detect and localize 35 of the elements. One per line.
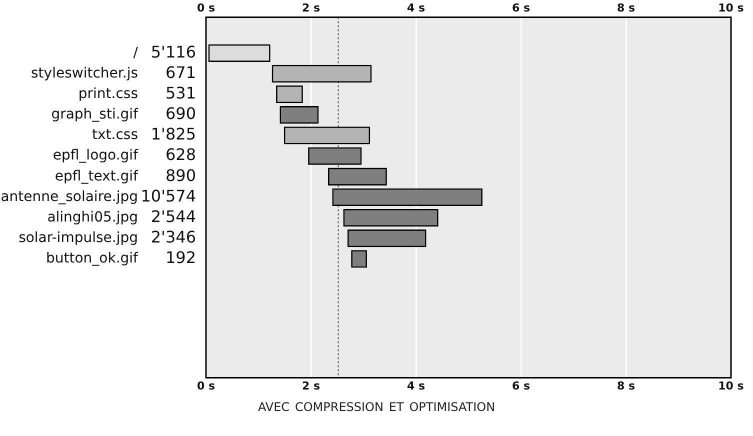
y-tick-label: epfl_text.gif (54, 168, 140, 184)
text: 6 s (512, 379, 530, 392)
text: 2'544 (150, 206, 196, 226)
x-tick-label: 6 s (512, 1, 530, 14)
text: 531 (165, 83, 196, 102)
text: 690 (165, 104, 196, 124)
x-tick-label: 2 s (302, 1, 320, 14)
y-tick-label: txt.css (92, 127, 138, 144)
text: 671 (165, 62, 196, 82)
text: 5'116 (150, 42, 196, 62)
y-tick-label: / (133, 44, 138, 61)
y-tick-label: print.css (78, 86, 138, 102)
y-tick-label: solar-impulse.jpg (18, 230, 138, 246)
y-tick-label: styleswitcher.js (31, 65, 138, 82)
y-tick-label: alinghi05.jpg (47, 209, 138, 226)
text: 1'825 (150, 124, 196, 144)
text: 10 s (718, 379, 744, 392)
y-tick-label: antenne_solaire.jpg (0, 188, 138, 205)
text: 8 s (616, 379, 636, 392)
text: 10'574 (140, 186, 196, 206)
text: 0 s (196, 379, 216, 392)
y-tick-label: button_ok.gif (46, 250, 140, 267)
x-tick-label: 10 s (718, 1, 744, 14)
text: avec compression et optimisation (256, 396, 496, 416)
text: 890 (165, 166, 196, 185)
text: 628 (165, 145, 196, 164)
text: 4 s (406, 379, 426, 392)
x-tick-label: 8 s (616, 1, 636, 14)
text: 2 s (302, 379, 320, 392)
y-tick-label: graph_sti.gif (51, 106, 140, 123)
x-tick-label: 0 s (196, 1, 216, 14)
text: 192 (165, 248, 196, 268)
text: 2'346 (150, 228, 196, 247)
x-tick-label: 4 s (406, 1, 426, 14)
y-tick-label: epfl_logo.gif (52, 148, 140, 164)
